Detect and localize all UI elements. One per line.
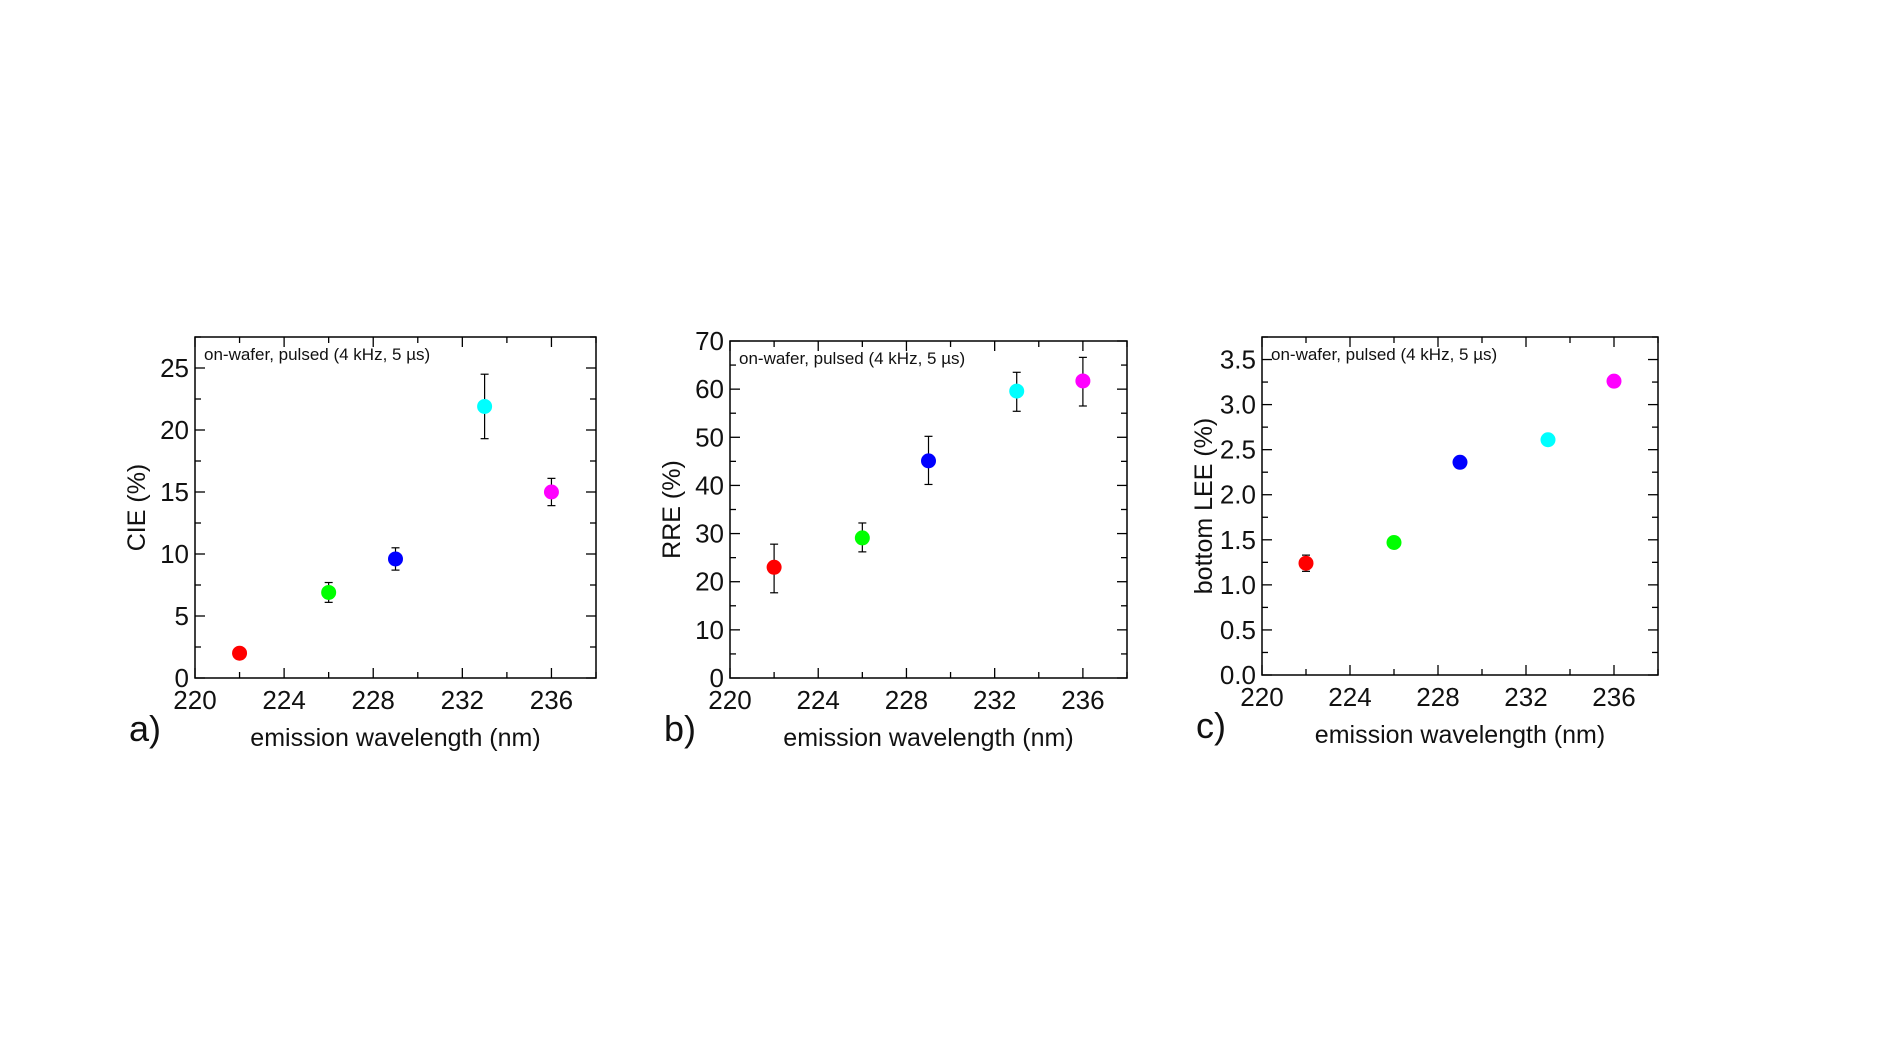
data-point (1298, 555, 1314, 571)
y-tick-label: 2.0 (1220, 480, 1256, 510)
y-tick-label: 1.0 (1220, 570, 1256, 600)
y-tick-label: 5 (175, 601, 189, 631)
y-tick-label: 20 (695, 567, 724, 597)
y-tick-label: 0 (175, 663, 189, 693)
y-tick-label: 60 (695, 374, 724, 404)
y-tick-label: 3.5 (1220, 345, 1256, 375)
chart-panel-c: 220 224 228 232 236 0.0 0.5 1.0 1.5 2.0 2.5 3.0 3.5 e… (1190, 336, 1659, 749)
data-point (1386, 535, 1402, 551)
y-tick-label: 30 (695, 519, 724, 549)
x-axis-title: emission wavelength (nm) (783, 724, 1073, 752)
data-point (321, 584, 337, 600)
data-point (477, 398, 493, 414)
plot-frame (1261, 336, 1659, 676)
y-tick-label: 70 (695, 326, 724, 356)
data-point (543, 484, 559, 500)
plot-frame (729, 340, 1128, 679)
chart-panel-b: 220 224 228 232 236 0 10 20 30 40 50 60 70 emission w… (658, 326, 1128, 752)
x-axis-title: emission wavelength (nm) (1315, 721, 1605, 749)
y-axis-title: RRE (%) (658, 460, 686, 559)
x-tick-label: 224 (1328, 682, 1371, 712)
panel-label: b) (664, 708, 696, 749)
panel-label: c) (1196, 705, 1226, 746)
y-tick-label: 40 (695, 470, 724, 500)
x-tick-label: 236 (1061, 685, 1104, 715)
y-tick-label: 0.5 (1220, 615, 1256, 645)
annotation: on-wafer, pulsed (4 kHz, 5 µs) (1271, 345, 1497, 364)
y-axis-title: bottom LEE (%) (1190, 418, 1218, 594)
data-point (1452, 454, 1468, 470)
x-tick-label: 224 (797, 685, 840, 715)
data-point (1606, 373, 1622, 389)
y-tick-label: 10 (160, 539, 189, 569)
y-tick-label: 15 (160, 477, 189, 507)
data-point (388, 551, 403, 567)
plot-frame (194, 336, 597, 679)
x-tick-label: 228 (1416, 682, 1459, 712)
y-tick-label: 1.5 (1220, 525, 1256, 555)
x-tick-label: 220 (708, 685, 751, 715)
x-tick-label: 232 (441, 685, 484, 715)
x-tick-label: 232 (1504, 682, 1547, 712)
x-tick-label: 220 (173, 685, 216, 715)
y-tick-label: 10 (695, 615, 724, 645)
x-tick-label: 232 (973, 685, 1016, 715)
y-tick-label: 50 (695, 422, 724, 452)
panel-label: a) (129, 708, 161, 749)
data-point (921, 453, 936, 469)
y-tick-label: 20 (160, 415, 189, 445)
y-tick-label: 0.0 (1220, 660, 1256, 690)
x-tick-label: 220 (1240, 682, 1283, 712)
data-point (232, 645, 248, 661)
y-tick-label: 3.0 (1220, 390, 1256, 420)
y-tick-label: 25 (160, 353, 189, 383)
data-point (854, 530, 870, 546)
x-tick-label: 228 (885, 685, 928, 715)
data-point (1540, 432, 1556, 448)
y-axis-title: CIE (%) (123, 464, 151, 552)
data-point (766, 559, 782, 575)
x-tick-label: 224 (262, 685, 305, 715)
data-point (1075, 373, 1091, 389)
annotation: on-wafer, pulsed (4 kHz, 5 µs) (204, 345, 430, 364)
x-tick-label: 236 (1592, 682, 1635, 712)
data-point (1009, 383, 1025, 399)
y-tick-label: 2.5 (1220, 435, 1256, 465)
chart-panel-a: 220 224 228 232 236 0 5 10 15 20 25 emission wavele… (123, 336, 597, 752)
annotation: on-wafer, pulsed (4 kHz, 5 µs) (739, 349, 965, 368)
y-tick-label: 0 (710, 663, 724, 693)
x-tick-label: 236 (530, 685, 573, 715)
x-axis-title: emission wavelength (nm) (250, 724, 540, 752)
x-tick-label: 228 (352, 685, 395, 715)
